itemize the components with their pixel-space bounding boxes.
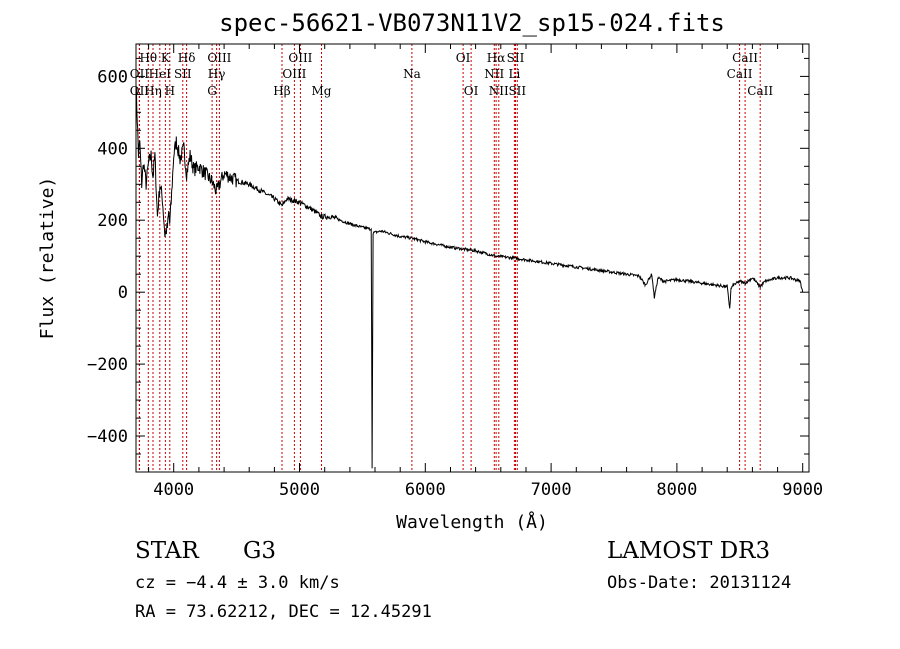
line-label-10: Hγ	[208, 67, 226, 81]
object-type: STAR	[135, 538, 199, 564]
line-labels: Hθ OII OII K Hη HeI H Hδ SII OIII Hγ G Hβ OIII OIII Mg N…	[130, 51, 774, 98]
line-label-3: K	[161, 51, 171, 65]
x-tick-label-5: 9000	[782, 480, 823, 500]
line-label-12: Hβ	[273, 84, 290, 98]
object-class: G3	[243, 538, 277, 564]
line-label-2: OII	[130, 84, 150, 98]
line-label-21: NII	[489, 84, 509, 98]
line-label-24: SII	[508, 84, 526, 98]
y-tick-label-1: −200	[87, 355, 128, 375]
line-label-8: SII	[174, 67, 192, 81]
line-markers	[138, 44, 761, 472]
y-tick-label-3: 200	[97, 211, 128, 231]
line-label-11: G	[207, 84, 217, 98]
x-tick-label-1: 5000	[279, 480, 320, 500]
line-label-22: SII	[507, 51, 525, 65]
line-label-27: CaII	[747, 84, 773, 98]
line-label-6: H	[165, 84, 175, 98]
coordinates: RA = 73.62212, DEC = 12.45291	[135, 602, 432, 622]
line-label-16: Na	[403, 67, 421, 81]
x-tick-label-0: 4000	[153, 480, 194, 500]
y-tick-label-4: 400	[97, 139, 128, 159]
line-label-14: OIII	[282, 67, 306, 81]
x-tick-label-2: 6000	[405, 480, 446, 500]
x-tick-label-4: 8000	[656, 480, 697, 500]
line-label-20: NII	[484, 67, 504, 81]
line-label-13: OIII	[288, 51, 312, 65]
line-label-25: CaII	[732, 51, 758, 65]
chart-title: spec-56621-VB073N11V2_sp15-024.fits	[219, 9, 725, 37]
line-label-15: Mg	[312, 84, 332, 98]
x-axis-label: Wavelength (Å)	[396, 511, 548, 533]
spectrum-series	[135, 86, 804, 469]
line-label-4: Hη	[144, 84, 162, 98]
line-label-0: Hθ	[139, 51, 157, 65]
line-label-9: OIII	[207, 51, 231, 65]
line-label-7: Hδ	[178, 51, 196, 65]
axis-ticks: 4000 5000 6000 7000 8000 9000 −400 −200 0 200 400 6…	[87, 44, 823, 500]
survey-name: LAMOST DR3	[607, 538, 771, 564]
line-label-26: CaII	[727, 67, 753, 81]
line-label-1: OII	[130, 67, 150, 81]
x-tick-label-3: 7000	[531, 480, 572, 500]
plot-frame	[135, 43, 810, 473]
line-label-23: Li	[508, 67, 520, 81]
line-label-18: OI	[464, 84, 479, 98]
y-tick-label-5: 600	[97, 67, 128, 87]
y-axis-label: Flux (relative)	[37, 177, 58, 340]
line-label-5: HeI	[149, 67, 172, 81]
redshift-value: cz = −4.4 ± 3.0 km/s	[135, 573, 340, 593]
spectrum-line-0	[135, 86, 804, 469]
y-tick-label-2: 0	[118, 283, 128, 303]
observation-date: Obs-Date: 20131124	[607, 573, 792, 593]
y-tick-label-0: −400	[87, 427, 128, 447]
line-label-17: OI	[456, 51, 471, 65]
line-label-19: Hα	[487, 51, 506, 65]
